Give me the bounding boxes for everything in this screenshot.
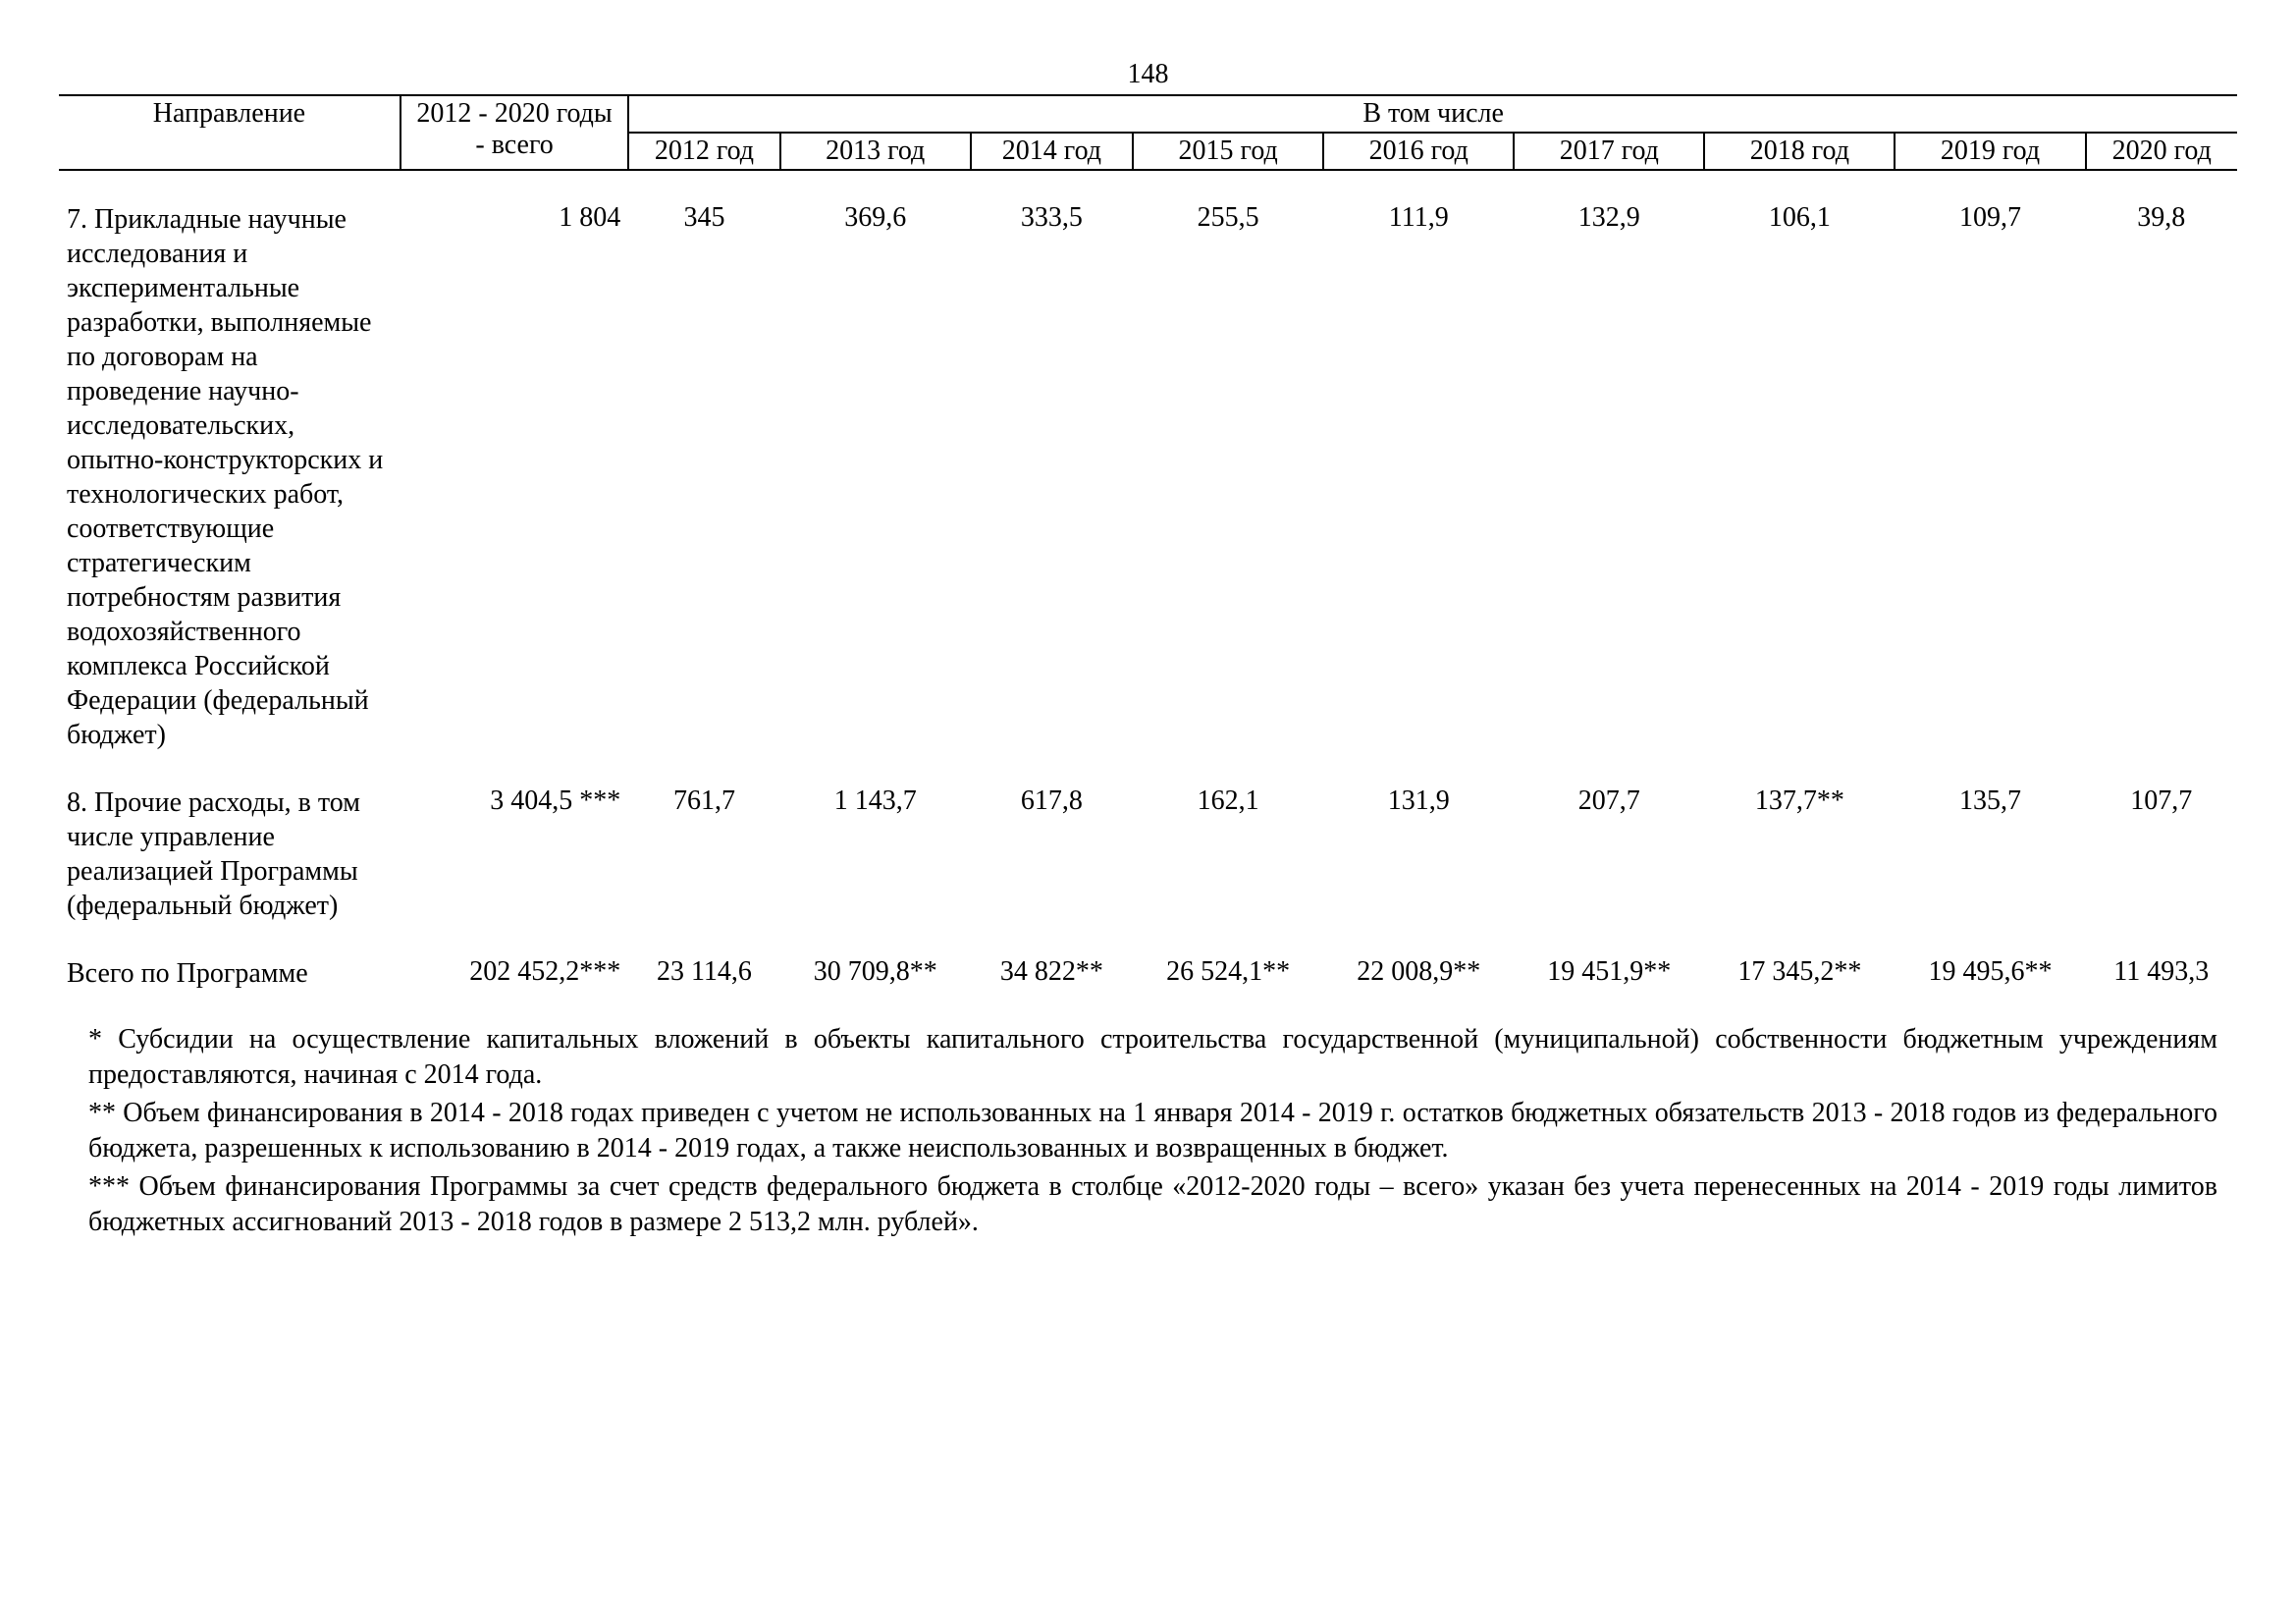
value-cell: 39,8 <box>2086 200 2238 754</box>
spacer-row <box>59 754 2237 784</box>
value-cell: 131,9 <box>1323 784 1514 925</box>
page-number: 148 <box>59 59 2237 90</box>
table-row: 8. Прочие расходы, в том числе управлени… <box>59 784 2237 925</box>
value-cell: 111,9 <box>1323 200 1514 754</box>
value-cell: 23 114,6 <box>628 954 779 993</box>
footnote: *** Объем финансирования Программы за сч… <box>88 1169 2217 1241</box>
direction-cell: 7. Прикладные научные исследования и экс… <box>59 200 400 754</box>
value-cell: 1 143,7 <box>780 784 971 925</box>
value-cell: 106,1 <box>1704 200 1895 754</box>
value-cell: 34 822** <box>971 954 1133 993</box>
total-cell: 3 404,5 *** <box>400 784 628 925</box>
col-header-year: 2016 год <box>1323 133 1514 170</box>
footnote: * Субсидии на осуществление капитальных … <box>88 1022 2217 1094</box>
col-header-year: 2019 год <box>1895 133 2085 170</box>
col-header-total: 2012 - 2020 годы - всего <box>400 95 628 170</box>
col-header-year: 2013 год <box>780 133 971 170</box>
spacer-row <box>59 925 2237 954</box>
document-page: 148 Направление 2012 - 2020 годы - всего… <box>0 0 2296 1624</box>
direction-cell: Всего по Программе <box>59 954 400 993</box>
value-cell: 109,7 <box>1895 200 2085 754</box>
value-cell: 17 345,2** <box>1704 954 1895 993</box>
col-header-year: 2018 год <box>1704 133 1895 170</box>
col-header-year: 2017 год <box>1514 133 1704 170</box>
col-header-group: В том числе <box>628 95 2237 133</box>
value-cell: 19 495,6** <box>1895 954 2085 993</box>
value-cell: 26 524,1** <box>1133 954 1323 993</box>
footnote: ** Объем финансирования в 2014 - 2018 го… <box>88 1096 2217 1167</box>
spacer-row <box>59 170 2237 200</box>
col-header-direction: Направление <box>59 95 400 170</box>
value-cell: 132,9 <box>1514 200 1704 754</box>
budget-table: Направление 2012 - 2020 годы - всего В т… <box>59 94 2237 993</box>
total-cell: 202 452,2*** <box>400 954 628 993</box>
value-cell: 761,7 <box>628 784 779 925</box>
value-cell: 369,6 <box>780 200 971 754</box>
value-cell: 135,7 <box>1895 784 2085 925</box>
value-cell: 333,5 <box>971 200 1133 754</box>
table-row: 7. Прикладные научные исследования и экс… <box>59 200 2237 754</box>
value-cell: 617,8 <box>971 784 1133 925</box>
value-cell: 255,5 <box>1133 200 1323 754</box>
col-header-year: 2015 год <box>1133 133 1323 170</box>
value-cell: 11 493,3 <box>2086 954 2238 993</box>
value-cell: 207,7 <box>1514 784 1704 925</box>
value-cell: 22 008,9** <box>1323 954 1514 993</box>
value-cell: 162,1 <box>1133 784 1323 925</box>
table-body: 7. Прикладные научные исследования и экс… <box>59 170 2237 993</box>
col-header-year: 2012 год <box>628 133 779 170</box>
value-cell: 137,7** <box>1704 784 1895 925</box>
table-header: Направление 2012 - 2020 годы - всего В т… <box>59 95 2237 170</box>
col-header-year: 2014 год <box>971 133 1133 170</box>
col-header-year: 2020 год <box>2086 133 2238 170</box>
value-cell: 345 <box>628 200 779 754</box>
total-cell: 1 804 <box>400 200 628 754</box>
value-cell: 19 451,9** <box>1514 954 1704 993</box>
value-cell: 107,7 <box>2086 784 2238 925</box>
footnotes: * Субсидии на осуществление капитальных … <box>59 1022 2237 1240</box>
value-cell: 30 709,8** <box>780 954 971 993</box>
direction-cell: 8. Прочие расходы, в том числе управлени… <box>59 784 400 925</box>
table-row-total: Всего по Программе 202 452,2*** 23 114,6… <box>59 954 2237 993</box>
